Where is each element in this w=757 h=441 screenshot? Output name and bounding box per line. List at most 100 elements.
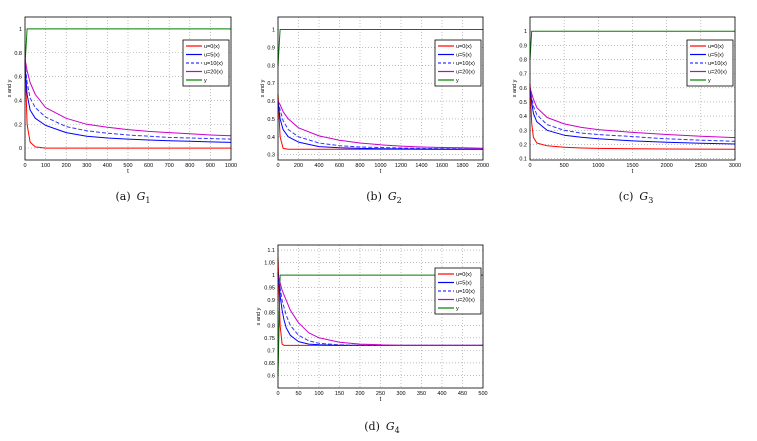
series-line-y bbox=[529, 30, 735, 60]
y-tick-label: 0.6 bbox=[267, 99, 275, 105]
legend-label: y bbox=[204, 78, 207, 84]
y-tick-label: 0.3 bbox=[519, 128, 527, 134]
plot-frame bbox=[529, 16, 736, 161]
y-tick-label: 0.6 bbox=[14, 75, 22, 81]
x-tick-label: 1000 bbox=[374, 163, 386, 169]
y-tick-label: 1 bbox=[272, 28, 275, 34]
x-tick-label: 600 bbox=[335, 163, 344, 169]
legend-label: y bbox=[456, 78, 459, 84]
x-tick-label: 500 bbox=[123, 163, 132, 169]
caption-var: G bbox=[385, 420, 395, 433]
y-tick-label: 1.1 bbox=[267, 248, 275, 254]
y-tick-label: 0.9 bbox=[267, 298, 275, 304]
chart-a: 0 100 200 300 400 500 600 700 800 900 1000 0 0.2 0.4 0… bbox=[7, 16, 237, 175]
legend-label: u=10(x) bbox=[456, 61, 475, 67]
caption-label: (d) bbox=[364, 420, 380, 433]
caption-sub: 1 bbox=[145, 196, 151, 206]
legend-box bbox=[686, 39, 734, 87]
x-tick-label: 300 bbox=[396, 391, 405, 397]
x-axis-label: t bbox=[380, 169, 382, 175]
x-tick-label: 500 bbox=[478, 391, 487, 397]
legend-label: u=20(x) bbox=[204, 70, 223, 76]
y-tick-label: 0.8 bbox=[267, 323, 275, 329]
y-tick-label: 0.8 bbox=[519, 57, 527, 63]
legend-box bbox=[182, 39, 230, 87]
series-line-u20x bbox=[24, 58, 232, 137]
x-tick-label: 800 bbox=[185, 163, 194, 169]
x-tick-label: 1000 bbox=[225, 163, 237, 169]
y-tick-label: 0.3 bbox=[267, 153, 275, 159]
legend-label: u=10(x) bbox=[204, 61, 223, 67]
x-tick-label: 800 bbox=[355, 163, 364, 169]
legend: u=0(x) u=5(x) u=10(x) u=20(x) y bbox=[182, 39, 230, 87]
caption-var: G bbox=[639, 190, 649, 203]
legend-label: u=20(x) bbox=[456, 70, 475, 76]
y-tick-label: 0.8 bbox=[267, 63, 275, 69]
x-tick-label: 0 bbox=[276, 163, 279, 169]
legend-label: u=20(x) bbox=[456, 298, 475, 304]
y-tick-label: 0.9 bbox=[519, 43, 527, 49]
caption-label: (b) bbox=[366, 190, 382, 203]
x-tick-label: 600 bbox=[144, 163, 153, 169]
legend-label: u=0(x) bbox=[456, 44, 472, 50]
legend-label: u=5(x) bbox=[708, 53, 724, 59]
x-tick-label: 350 bbox=[417, 391, 426, 397]
x-tick-label: 1600 bbox=[436, 163, 448, 169]
caption-var: G bbox=[387, 190, 397, 203]
legend-label: u=5(x) bbox=[456, 281, 472, 287]
legend-label: y bbox=[456, 306, 459, 312]
caption-c: (c) G3 bbox=[619, 190, 654, 205]
series-line-y bbox=[277, 274, 483, 376]
series-line-y bbox=[277, 29, 483, 66]
x-tick-label: 450 bbox=[458, 391, 467, 397]
x-tick-label: 2500 bbox=[695, 163, 707, 169]
chart-c: 0 500 1000 1500 2000 2500 3000 0.1 0.2 0.3 0.4 0.5 0… bbox=[512, 16, 741, 175]
y-tick-label: 0.9 bbox=[267, 45, 275, 51]
y-tick-label: 1.05 bbox=[264, 261, 275, 267]
x-tick-label: 900 bbox=[206, 163, 215, 169]
x-tick-label: 1200 bbox=[395, 163, 407, 169]
plot-frame bbox=[277, 244, 484, 389]
plot-frame bbox=[24, 16, 232, 161]
y-tick-label: 0.1 bbox=[519, 157, 527, 163]
legend-label: y bbox=[708, 78, 711, 84]
legend: u=0(x) u=5(x) u=10(x) u=20(x) y bbox=[434, 39, 482, 87]
x-tick-label: 1800 bbox=[456, 163, 468, 169]
x-tick-label: 500 bbox=[560, 163, 569, 169]
x-tick-label: 200 bbox=[62, 163, 71, 169]
y-tick-label: 1 bbox=[524, 29, 527, 35]
legend-label: u=0(x) bbox=[456, 272, 472, 278]
y-tick-label: 0.2 bbox=[519, 142, 527, 148]
caption-label: (c) bbox=[618, 190, 634, 203]
x-tick-label: 0 bbox=[528, 163, 531, 169]
y-tick-label: 0.5 bbox=[267, 117, 275, 123]
y-tick-label: 0.2 bbox=[14, 122, 22, 128]
x-tick-label: 200 bbox=[355, 391, 364, 397]
y-tick-label: 0.65 bbox=[264, 361, 275, 367]
x-tick-label: 400 bbox=[103, 163, 112, 169]
caption-sub: 2 bbox=[396, 196, 402, 206]
x-axis-label: t bbox=[127, 169, 129, 175]
series-line-u0x bbox=[24, 58, 231, 149]
y-tick-label: 0.8 bbox=[14, 51, 22, 57]
y-tick-label: 0.75 bbox=[264, 336, 275, 342]
x-tick-label: 100 bbox=[41, 163, 50, 169]
series-line-u5x bbox=[529, 87, 736, 145]
x-tick-label: 2000 bbox=[477, 163, 489, 169]
legend-label: u=0(x) bbox=[204, 44, 220, 50]
x-tick-label: 1400 bbox=[415, 163, 427, 169]
series-line-u5x bbox=[277, 100, 483, 150]
x-tick-label: 200 bbox=[294, 163, 303, 169]
y-tick-label: 0.7 bbox=[267, 348, 275, 354]
chart-d: 0 50 100 150 200 250 300 350 400 450 500 0.6 0.65 0.7… bbox=[256, 244, 488, 403]
x-tick-label: 3000 bbox=[729, 163, 741, 169]
x-tick-label: 300 bbox=[82, 163, 91, 169]
y-axis-label: x and y bbox=[256, 307, 262, 325]
x-tick-label: 1000 bbox=[592, 163, 604, 169]
caption-var: G bbox=[136, 190, 146, 203]
y-axis-label: x and y bbox=[7, 79, 13, 97]
caption-d: (d) G4 bbox=[364, 420, 400, 435]
legend-label: u=20(x) bbox=[708, 70, 727, 76]
legend-label: u=5(x) bbox=[456, 53, 472, 59]
y-tick-label: 0.85 bbox=[264, 311, 275, 317]
